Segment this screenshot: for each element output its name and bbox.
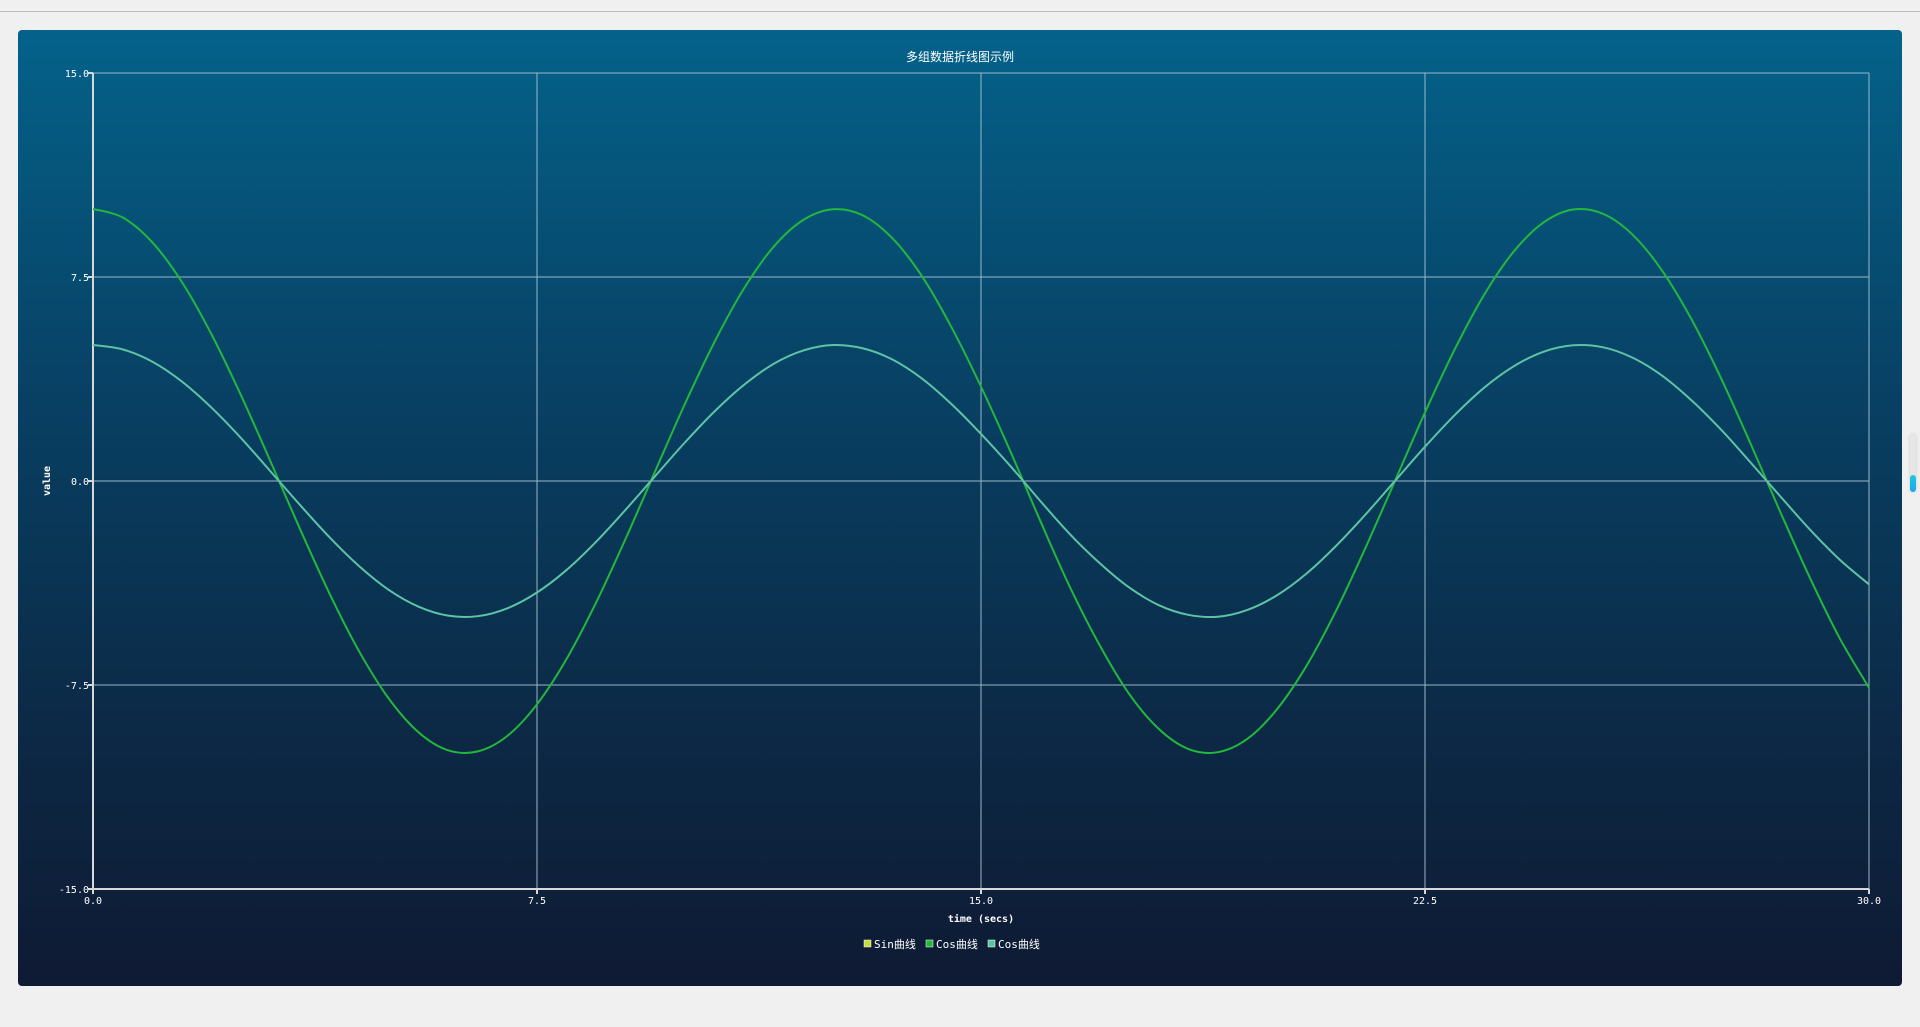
y-axis-title: value xyxy=(42,466,53,496)
vertical-scrollbar[interactable] xyxy=(1910,434,1916,492)
y-tick-label: 7.5 xyxy=(71,273,89,284)
window-top-bar xyxy=(0,0,1920,12)
x-tick-label: 7.5 xyxy=(528,896,546,907)
y-tick-label: -7.5 xyxy=(65,681,89,692)
legend-marker xyxy=(987,939,996,948)
chart-title: 多组数据折线图示例 xyxy=(906,49,1014,64)
x-tick-label: 30.0 xyxy=(1857,896,1881,907)
legend-label: Cos曲线 xyxy=(936,937,978,951)
series-line-2 xyxy=(92,343,1870,619)
y-tick-label: 15.0 xyxy=(65,69,89,80)
y-tick-label: 0.0 xyxy=(71,477,89,488)
grid xyxy=(88,72,1870,894)
series-lines xyxy=(92,207,1870,754)
x-axis-title: time (secs) xyxy=(948,913,1014,925)
legend-label: Sin曲线 xyxy=(874,937,916,951)
x-tick-label: 22.5 xyxy=(1413,896,1437,907)
y-tick-label: -15.0 xyxy=(59,885,89,896)
tick-labels: 0.0 7.5 15.0 22.5 30.0 15.0 7.5 0.0 -7.5 -15.0 xyxy=(59,69,1881,907)
legend-marker xyxy=(863,939,872,948)
legend: Sin曲线 Cos曲线 Cos曲线 xyxy=(863,937,1040,951)
legend-label: Cos曲线 xyxy=(998,937,1040,951)
scrollbar-thumb[interactable] xyxy=(1910,475,1916,492)
x-tick-label: 0.0 xyxy=(84,896,102,907)
chart-panel xyxy=(18,30,1902,986)
series-line-1 xyxy=(92,207,1870,754)
legend-marker xyxy=(925,939,934,948)
x-tick-label: 15.0 xyxy=(969,896,993,907)
